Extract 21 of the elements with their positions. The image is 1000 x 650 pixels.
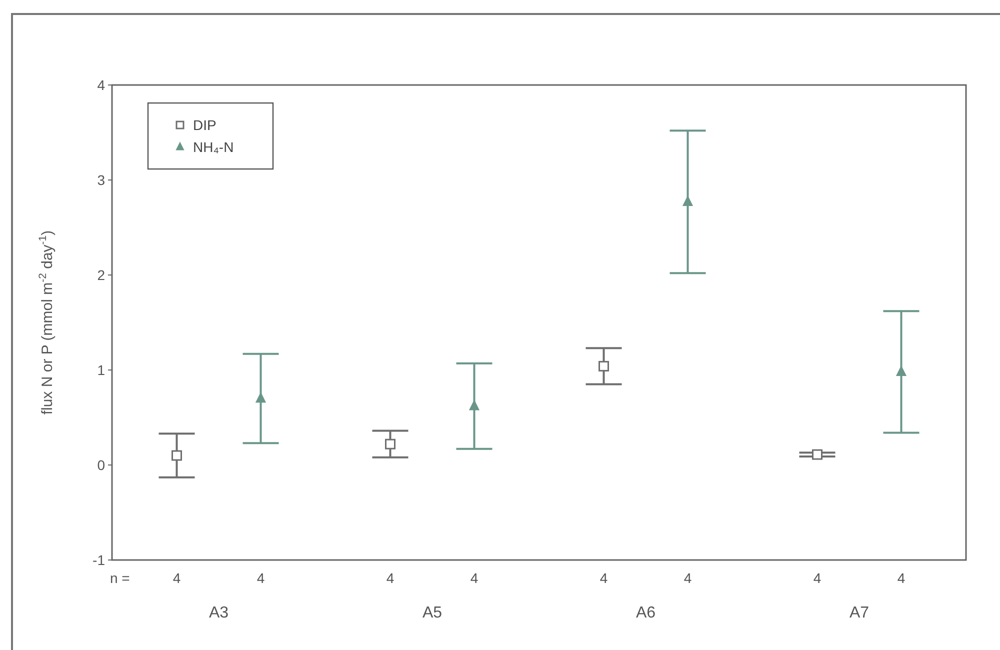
x-tick-label: A5 <box>422 604 442 622</box>
text: 4 <box>813 570 822 586</box>
y-tick-label: 0 <box>97 456 106 473</box>
text: 4 <box>470 570 478 586</box>
y-tick-label: 2 <box>97 266 106 283</box>
text: 4 <box>172 570 181 586</box>
text: 4 <box>684 570 692 586</box>
text: 4 <box>256 570 265 586</box>
text: 4 <box>897 570 906 586</box>
legend-label: NH₄-N <box>193 138 234 155</box>
text: 4 <box>386 570 394 586</box>
legend-label: DIP <box>193 116 216 133</box>
text: 4 <box>600 570 608 586</box>
y-tick-label: 1 <box>97 362 106 378</box>
y-tick-label: 3 <box>97 172 106 188</box>
text: n = <box>110 570 130 586</box>
x-tick-label: A3 <box>208 604 229 622</box>
y-tick-label: -1 <box>92 552 106 568</box>
x-tick-label: A6 <box>636 604 656 622</box>
y-tick-label: 4 <box>97 76 106 93</box>
x-tick-label: A7 <box>849 604 870 622</box>
